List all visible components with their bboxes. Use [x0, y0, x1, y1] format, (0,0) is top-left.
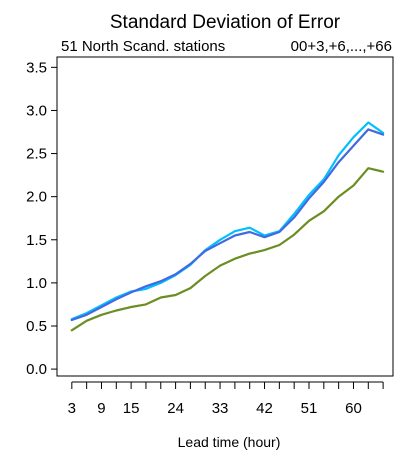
- x-tick-label: 24: [167, 400, 184, 417]
- series-line-3: [70, 167, 385, 332]
- chart-subtitle-right: 00+3,+6,...,+66: [291, 38, 392, 55]
- x-tick-label: 3: [68, 400, 76, 417]
- plot-frame: [56, 56, 394, 377]
- y-axis: 0.0 0.5 1.0 1.5 2.0 2.5 3.0 3.5: [26, 59, 57, 378]
- x-tick-label: 60: [345, 400, 362, 417]
- x-axis-title: Lead time (hour): [178, 434, 281, 450]
- y-tick-label: 2.0: [26, 189, 47, 206]
- x-tick-label: 42: [256, 400, 273, 417]
- y-tick-label: 0.5: [26, 318, 47, 335]
- chart-subtitle-left: 51 North Scand. stations: [61, 38, 225, 55]
- y-tick-label: 0.0: [26, 361, 47, 378]
- y-tick-label: 2.5: [26, 146, 47, 163]
- chart-title: Standard Deviation of Error: [110, 12, 341, 33]
- series-line-1: [70, 121, 385, 321]
- x-tick-label: 9: [97, 400, 105, 417]
- y-tick-label: 3.5: [26, 59, 47, 76]
- y-tick-label: 1.0: [26, 275, 47, 292]
- x-tick-label: 15: [123, 400, 140, 417]
- x-axis: 3 9 15 24 33 42 51 60: [68, 381, 384, 417]
- series-lines: [70, 121, 385, 332]
- x-tick-label: 33: [212, 400, 229, 417]
- y-tick-label: 3.0: [26, 102, 47, 119]
- y-tick-label: 1.5: [26, 232, 47, 249]
- x-tick-label: 51: [301, 400, 318, 417]
- series-line-2: [70, 128, 385, 322]
